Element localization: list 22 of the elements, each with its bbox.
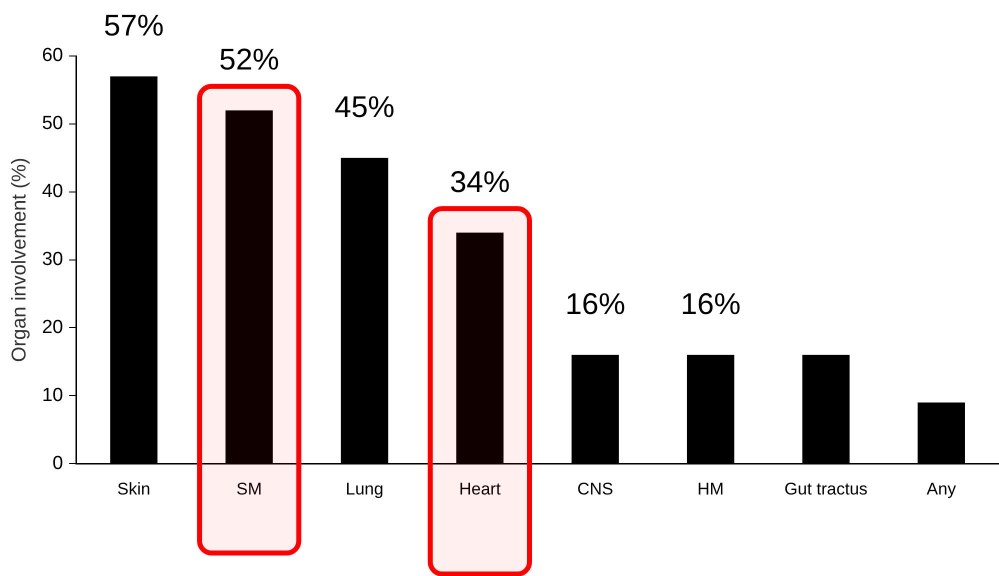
data-label: 16% xyxy=(565,288,626,322)
x-tick-label: Gut tractus xyxy=(784,479,868,498)
y-tick-label: 30 xyxy=(42,249,64,270)
x-tick-label: Lung xyxy=(346,479,384,498)
data-label: 34% xyxy=(450,166,510,199)
data-label: 16% xyxy=(680,288,741,322)
data-label: 57% xyxy=(104,10,164,43)
y-tick-label: 40 xyxy=(42,181,64,202)
y-tick-label: 50 xyxy=(42,113,64,134)
y-tick-label: 10 xyxy=(42,384,64,406)
x-tick-label: Any xyxy=(926,479,956,498)
y-tick-label: 0 xyxy=(52,452,64,474)
y-axis-title: Organ involvement (%) xyxy=(8,158,31,362)
x-tick-label: HM xyxy=(697,479,724,498)
x-tick-label: Heart xyxy=(459,479,501,498)
x-tick-label: SM xyxy=(236,479,262,498)
data-label: 52% xyxy=(219,44,280,77)
x-tick-label: Skin xyxy=(117,479,150,498)
y-tick-label: 20 xyxy=(42,316,64,338)
data-label: 45% xyxy=(334,91,395,124)
x-tick-label: CNS xyxy=(577,479,614,498)
y-tick-label: 60 xyxy=(42,45,64,66)
